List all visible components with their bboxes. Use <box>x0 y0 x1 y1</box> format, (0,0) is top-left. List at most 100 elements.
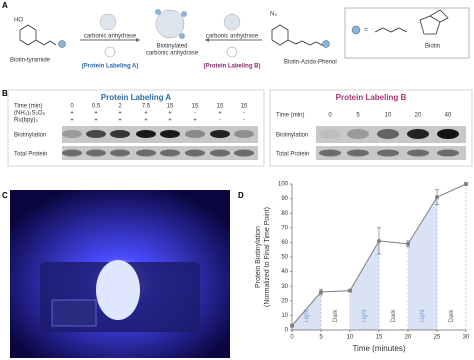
biotin-icon <box>181 11 187 17</box>
band <box>62 130 82 138</box>
cell: 15 <box>192 104 199 110</box>
legend-label: Biotin <box>425 44 440 50</box>
cell: 0 <box>328 113 332 119</box>
band <box>437 129 459 139</box>
cell: + <box>218 111 222 117</box>
point <box>319 290 323 295</box>
band <box>62 149 82 157</box>
panel-label: D <box>238 191 244 200</box>
blot-title: Protein Labeling A <box>101 93 172 102</box>
point <box>464 182 468 186</box>
band <box>86 149 106 157</box>
cell: + <box>70 118 74 124</box>
cell: 15 <box>241 104 248 110</box>
band <box>319 149 341 157</box>
cell: - <box>243 111 245 117</box>
region-label: Light <box>362 309 368 322</box>
biotin-icon <box>351 25 361 35</box>
band <box>234 149 254 157</box>
scheme: HO Biotin-tyramide carbonic anhydrase (P… <box>10 7 470 70</box>
arrowhead <box>205 38 209 42</box>
y-axis-label: Protein Biotinylation <box>255 226 262 288</box>
region-label: Light <box>304 309 310 322</box>
structure <box>271 24 325 47</box>
band <box>377 149 399 157</box>
x-axis-label: Time (minutes) <box>352 344 405 353</box>
band <box>160 149 180 157</box>
cell: + <box>144 111 148 117</box>
row-header: (NH₄)₂S₂O₈ <box>14 111 45 117</box>
y-tick-label: 40 <box>281 269 288 275</box>
band <box>347 129 369 139</box>
band <box>110 149 130 157</box>
band <box>377 129 399 139</box>
point <box>348 288 352 293</box>
atom: N₃ <box>270 12 277 18</box>
cell: + <box>118 118 122 124</box>
cell: - <box>219 118 221 124</box>
band-label: Total Protein <box>14 152 47 158</box>
arrow-label: (Protein Labeling B) <box>204 64 261 70</box>
cell: + <box>168 111 172 117</box>
y-tick-label: 90 <box>281 196 288 202</box>
row-header: Time (min) <box>14 104 42 110</box>
band-label: Biotinylation <box>276 133 308 139</box>
cell: 0.5 <box>92 104 101 110</box>
product-label: Biotinylated <box>156 44 187 50</box>
cell: 5 <box>356 113 360 119</box>
arrow-label: (Protein Labeling A) <box>82 64 139 70</box>
band <box>407 129 429 139</box>
cell: 15 <box>167 104 174 110</box>
band <box>210 130 230 138</box>
point <box>377 238 381 243</box>
cell: 15 <box>217 104 224 110</box>
band <box>319 129 341 139</box>
biotin-icon <box>155 9 161 15</box>
row-header: Ru(bpy)₃ <box>14 118 38 124</box>
y-tick-label: 80 <box>281 211 288 217</box>
point <box>406 241 410 246</box>
cell: + <box>144 118 148 124</box>
cell: + <box>168 118 172 124</box>
cell: + <box>118 111 122 117</box>
blot-strip <box>62 126 258 143</box>
structure <box>374 9 449 35</box>
atom: HO <box>14 18 23 24</box>
x-tick-label: 25 <box>434 335 441 341</box>
cell: - <box>243 118 245 124</box>
panel-label: A <box>2 1 8 10</box>
y-tick-label: 50 <box>281 255 288 261</box>
region-label: Dark <box>449 309 455 323</box>
protein <box>155 9 185 39</box>
x-tick-label: 5 <box>319 335 323 341</box>
arrow-label: carbonic anhydrase <box>84 34 137 40</box>
bulb <box>104 46 116 58</box>
cell: + <box>94 111 98 117</box>
panel-label: B <box>2 89 8 98</box>
x-tick-label: 30 <box>463 335 470 341</box>
light-region <box>408 197 437 330</box>
tube-rack <box>51 299 97 327</box>
structure <box>19 24 57 46</box>
band <box>160 130 180 138</box>
band-label: Biotinylation <box>14 133 46 139</box>
cell: 40 <box>445 113 452 119</box>
y-tick-label: 100 <box>278 182 289 188</box>
band <box>110 130 130 138</box>
region-label: Dark <box>333 309 339 323</box>
band <box>234 130 254 138</box>
band <box>185 149 205 157</box>
region-label: Light <box>420 309 426 322</box>
cell: - <box>194 111 196 117</box>
band <box>86 130 106 138</box>
light-region <box>350 240 379 330</box>
y-tick-label: 60 <box>281 240 288 246</box>
y-tick-label: 20 <box>281 298 288 304</box>
y-tick-label: 30 <box>281 284 288 290</box>
y-tick-label: 0 <box>285 328 289 334</box>
cell: + <box>193 118 197 124</box>
photo <box>10 190 230 358</box>
lamp <box>96 260 140 320</box>
row-header: Time (min) <box>276 113 304 119</box>
